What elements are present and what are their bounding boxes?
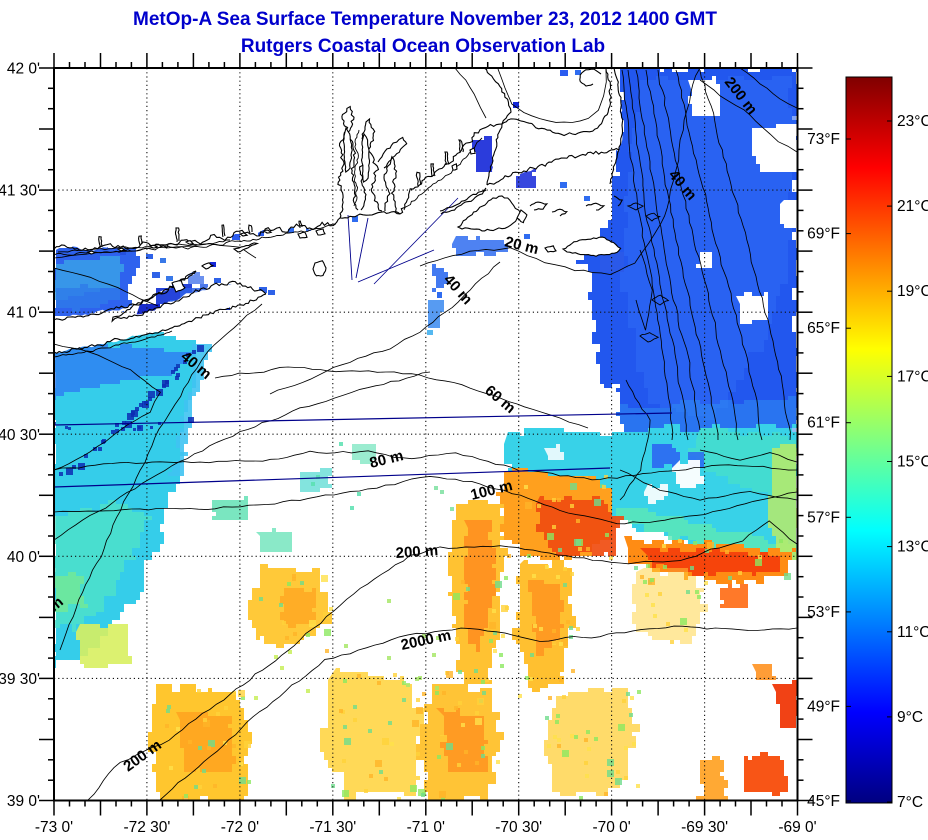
svg-text:-71 0': -71 0' [407, 819, 445, 836]
svg-text:13°C: 13°C [897, 539, 928, 556]
svg-text:49°F: 49°F [807, 698, 840, 715]
svg-text:73°F: 73°F [807, 131, 840, 148]
svg-text:-69 0': -69 0' [778, 819, 816, 836]
svg-text:39 0': 39 0' [7, 793, 40, 810]
svg-text:40 0': 40 0' [7, 549, 40, 566]
svg-text:-70 30': -70 30' [495, 819, 542, 836]
svg-text:-72 0': -72 0' [221, 819, 259, 836]
svg-text:65°F: 65°F [807, 320, 840, 337]
svg-text:MetOp-A Sea Surface Temperatur: MetOp-A Sea Surface Temperature November… [133, 9, 717, 30]
svg-text:61°F: 61°F [807, 415, 840, 432]
svg-text:200 m: 200 m [395, 542, 439, 562]
svg-text:45°F: 45°F [807, 793, 840, 810]
svg-text:17°C: 17°C [897, 368, 928, 385]
svg-text:-70 0': -70 0' [592, 819, 630, 836]
svg-text:21°C: 21°C [897, 198, 928, 215]
svg-text:57°F: 57°F [807, 509, 840, 526]
svg-text:40 30': 40 30' [0, 427, 40, 444]
svg-text:9°C: 9°C [897, 709, 923, 726]
svg-text:-72 30': -72 30' [123, 819, 170, 836]
svg-text:42 0': 42 0' [7, 61, 40, 78]
svg-text:69°F: 69°F [807, 226, 840, 243]
svg-text:53°F: 53°F [807, 604, 840, 621]
svg-text:7°C: 7°C [897, 794, 923, 811]
svg-text:-69 30': -69 30' [681, 819, 728, 836]
svg-text:Rutgers Coastal Ocean Observat: Rutgers Coastal Ocean Observation Lab [241, 36, 605, 57]
svg-text:-73 0': -73 0' [35, 819, 73, 836]
svg-text:39 30': 39 30' [0, 671, 40, 688]
svg-text:-71 30': -71 30' [309, 819, 356, 836]
svg-text:15°C: 15°C [897, 454, 928, 471]
svg-text:23°C: 23°C [897, 113, 928, 130]
svg-text:41 0': 41 0' [7, 305, 40, 322]
svg-text:11°C: 11°C [897, 624, 928, 641]
svg-text:19°C: 19°C [897, 283, 928, 300]
svg-text:41 30': 41 30' [0, 183, 40, 200]
